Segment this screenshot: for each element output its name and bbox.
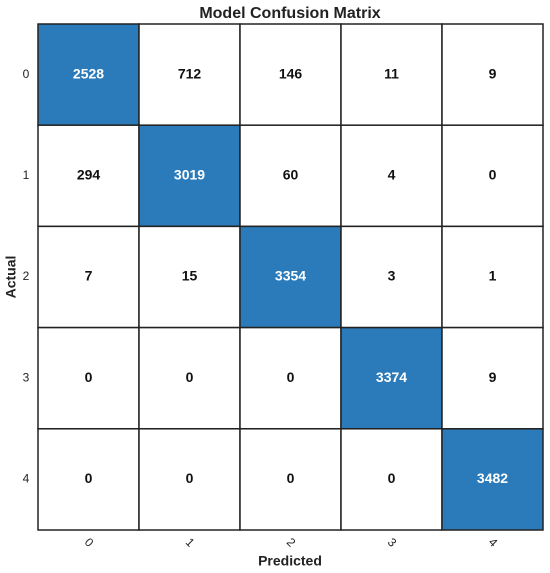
cell-value: 1: [489, 268, 497, 284]
cell-value: 0: [489, 167, 497, 183]
y-tick-label: 1: [23, 168, 30, 182]
heatmap-cell: [138, 326, 241, 430]
cell-value: 15: [182, 268, 198, 284]
x-tick-label: 2: [284, 535, 299, 550]
y-tick-label: 0: [23, 67, 30, 81]
heatmap-cell: [138, 23, 241, 126]
cell-value: 0: [287, 369, 295, 385]
heatmap-cell: [441, 225, 544, 329]
cell-value: 0: [388, 470, 396, 486]
heatmap-cell: [37, 23, 140, 126]
y-tick-label: 3: [23, 370, 30, 384]
cell-value: 9: [489, 369, 497, 385]
cell-value: 0: [186, 369, 194, 385]
cell-value: 0: [85, 470, 93, 486]
heatmap-cell: [239, 124, 342, 228]
cell-value: 0: [287, 470, 295, 486]
y-axis-label: Actual: [3, 256, 19, 299]
heatmap-cell: [239, 428, 342, 531]
heatmap-cell: [340, 326, 443, 430]
cell-value: 3482: [477, 470, 508, 486]
cell-value: 294: [77, 167, 101, 183]
heatmap-cell: [441, 326, 544, 430]
y-tick-label: 4: [23, 472, 30, 486]
cell-value: 0: [85, 369, 93, 385]
cell-value: 3354: [275, 268, 306, 284]
heatmap-cell: [239, 326, 342, 430]
heatmap-cell: [37, 124, 140, 228]
heatmap-cell: [340, 23, 443, 126]
cell-value: 146: [279, 65, 303, 81]
x-axis-label: Predicted: [258, 553, 322, 569]
cell-value: 7: [85, 268, 93, 284]
x-tick-label: 0: [82, 535, 97, 550]
cell-value: 0: [186, 470, 194, 486]
heatmap-cell: [37, 428, 140, 531]
heatmap-cell: [340, 225, 443, 329]
x-tick-label: 1: [183, 535, 198, 550]
cell-value: 3019: [174, 167, 205, 183]
cell-value: 11: [384, 65, 399, 81]
x-tick-label: 3: [385, 535, 400, 550]
cell-value: 3: [388, 268, 396, 284]
cell-value: 4: [388, 167, 396, 183]
cell-value: 3374: [376, 369, 407, 385]
cell-value: 60: [283, 167, 299, 183]
cell-value: 9: [489, 65, 497, 81]
heatmap-cell: [138, 225, 241, 329]
heatmap-cell: [37, 326, 140, 430]
heatmap-cell: [239, 23, 342, 126]
chart-title: Model Confusion Matrix: [199, 5, 380, 22]
x-tick-label: 4: [486, 535, 501, 550]
heatmap-cell: [441, 428, 544, 531]
heatmap-cell: [441, 124, 544, 228]
cell-value: 2528: [73, 65, 104, 81]
heatmap-cell: [138, 428, 241, 531]
cell-value: 712: [178, 65, 202, 81]
y-tick-label: 2: [23, 269, 30, 283]
